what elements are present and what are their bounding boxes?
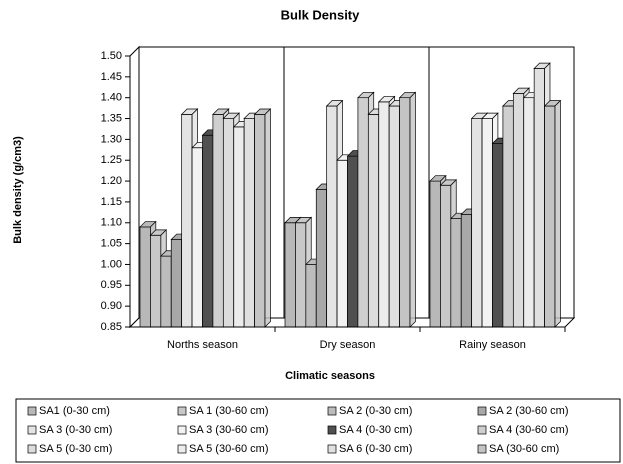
bar (471, 118, 483, 328)
legend-label: SA 4 (30-60 cm) (489, 424, 568, 436)
bar (378, 101, 390, 328)
bar (160, 255, 172, 328)
legend-label: SA 1 (30-60 cm) (189, 405, 268, 417)
bar (139, 226, 151, 328)
bar (326, 105, 338, 328)
bar-side (409, 91, 416, 328)
legend-label: SA 3 (30-60 cm) (189, 424, 268, 436)
bar (512, 93, 525, 328)
bar (367, 114, 380, 328)
legend-swatch (477, 425, 487, 435)
legend-label: SA 2 (0-30 cm) (339, 405, 412, 417)
y-tick-label: 0.90 (101, 300, 122, 312)
bar (233, 126, 245, 328)
bar (429, 180, 441, 328)
legend-label: SA 2 (30-60 cm) (489, 405, 568, 417)
bar (202, 134, 214, 328)
x-tick-label: Dry season (320, 339, 376, 351)
bar-side (264, 108, 271, 328)
bar (305, 264, 317, 328)
bar (150, 234, 162, 328)
bar (492, 143, 504, 328)
legend-swatch (327, 444, 337, 454)
bar (440, 184, 452, 328)
chart-title: Bulk Density (281, 7, 361, 22)
legend-swatch (177, 444, 187, 454)
bar (544, 105, 556, 328)
bar (450, 218, 462, 328)
bar (212, 114, 224, 328)
bar (284, 222, 296, 328)
legend-label: SA1 (0-30 cm) (39, 405, 110, 417)
bar (254, 114, 266, 328)
legend-swatch (327, 406, 337, 416)
x-axis-label: Climatic seasons (285, 370, 375, 382)
side-wall (129, 45, 140, 329)
legend-swatch (477, 444, 487, 454)
y-axis-label: Bulk density (g/cm3) (12, 136, 24, 244)
y-tick-label: 1.30 (101, 133, 122, 145)
legend-label: SA 5 (0-30 cm) (39, 443, 112, 455)
bar (533, 68, 545, 328)
bar (399, 97, 411, 328)
y-tick-label: 1.00 (101, 258, 122, 270)
bar (388, 105, 400, 328)
bar (181, 114, 193, 328)
legend-swatch (327, 425, 337, 435)
legend-swatch (27, 444, 37, 454)
y-tick-label: 1.35 (101, 112, 122, 124)
legend-swatch (177, 425, 187, 435)
legend-swatch (27, 425, 37, 435)
legend-label: SA 4 (0-30 cm) (339, 424, 412, 436)
legend-label: SA 3 (0-30 cm) (39, 424, 112, 436)
bar (170, 239, 183, 328)
x-tick-label: Norths season (167, 339, 238, 351)
bar (243, 118, 255, 328)
bar (295, 222, 307, 328)
y-tick-label: 1.40 (101, 92, 122, 104)
y-tick-label: 1.50 (101, 50, 122, 62)
bar-group (253, 108, 272, 328)
y-tick-label: 0.95 (101, 279, 122, 291)
legend-box (15, 398, 621, 463)
legend-swatch (177, 406, 187, 416)
y-tick-label: 0.85 (101, 321, 122, 333)
bar-side (554, 99, 561, 328)
bar (336, 159, 348, 328)
bar (481, 118, 493, 328)
y-tick-label: 1.05 (101, 238, 122, 250)
legend-swatch (27, 406, 37, 416)
bar (315, 189, 328, 328)
legend-label: SA 6 (0-30 cm) (339, 443, 412, 455)
bar (347, 155, 359, 328)
x-tick-label: Rainy season (459, 339, 526, 351)
legend-swatch (477, 406, 487, 416)
bar (357, 97, 369, 328)
bar (460, 214, 473, 328)
y-tick-label: 1.15 (101, 196, 122, 208)
bar (502, 105, 514, 328)
y-tick-label: 1.20 (101, 175, 122, 187)
legend-label: SA (30-60 cm) (489, 443, 559, 455)
bar (222, 118, 235, 328)
bar-group (543, 99, 562, 328)
bar-group (398, 91, 417, 328)
y-tick-label: 1.10 (101, 217, 122, 229)
y-tick-label: 1.25 (101, 154, 122, 166)
y-tick-label: 1.45 (101, 71, 122, 83)
bar (191, 147, 203, 328)
legend-label: SA 5 (30-60 cm) (189, 443, 268, 455)
bar (523, 97, 535, 328)
